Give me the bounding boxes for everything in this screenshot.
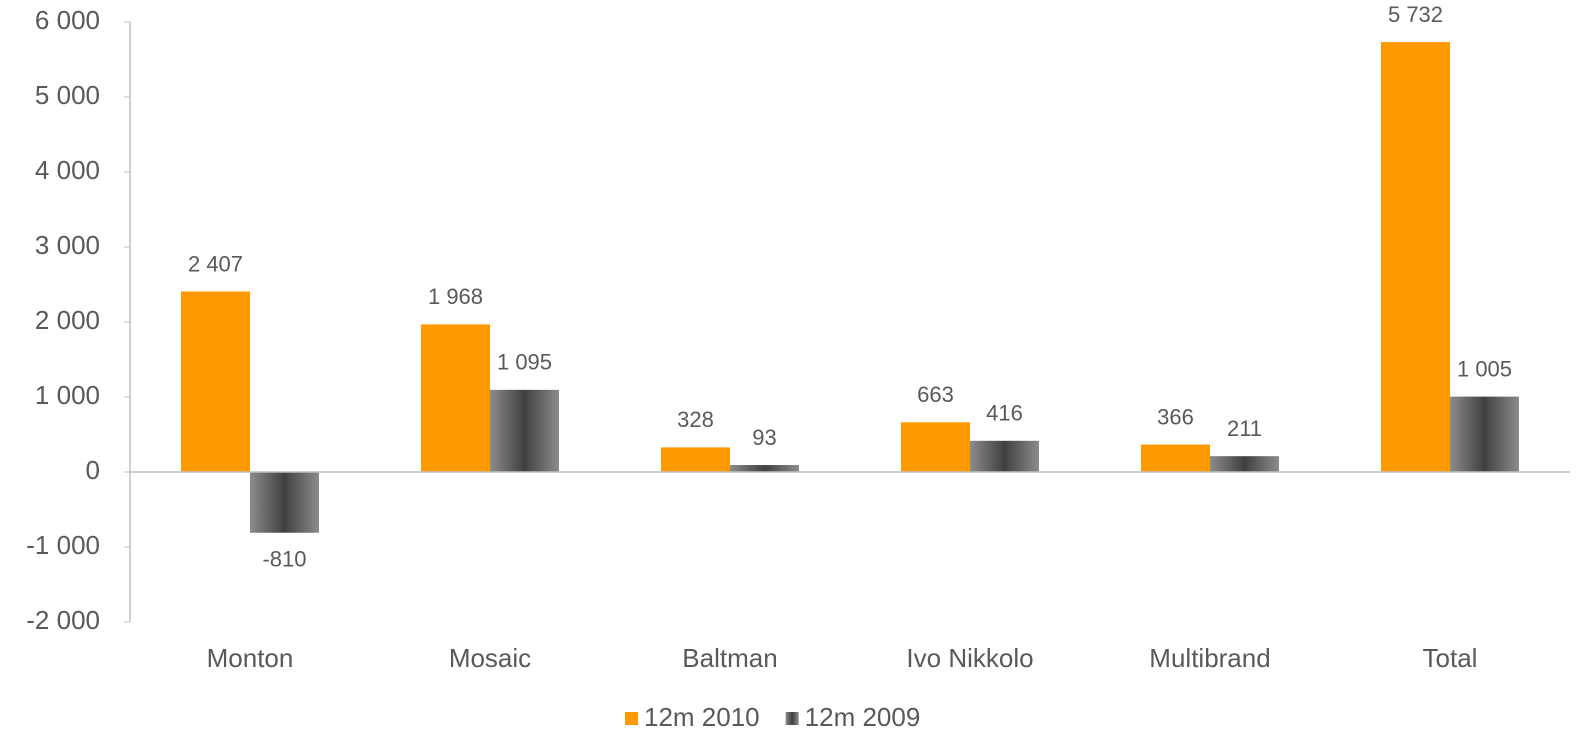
value-label: 663	[917, 382, 954, 407]
value-label: 211	[1227, 416, 1262, 441]
value-label: 93	[752, 425, 776, 450]
value-label: 1 005	[1457, 356, 1512, 381]
x-tick-label: Multibrand	[1149, 643, 1270, 673]
value-label: 328	[677, 407, 714, 432]
y-tick-label: 0	[86, 455, 100, 485]
bar	[901, 422, 970, 472]
legend-label: 12m 2010	[644, 702, 760, 732]
bar	[1141, 444, 1210, 472]
y-tick-label: 2 000	[35, 305, 100, 335]
value-label: 416	[986, 401, 1023, 426]
bar	[1210, 456, 1279, 472]
x-tick-label: Ivo Nikkolo	[906, 643, 1033, 673]
x-tick-label: Baltman	[682, 643, 777, 673]
y-tick-label: -2 000	[26, 605, 100, 635]
value-label: -810	[262, 547, 306, 572]
y-tick-label: 6 000	[35, 5, 100, 35]
y-tick-label: 3 000	[35, 230, 100, 260]
y-tick-label: -1 000	[26, 530, 100, 560]
bar	[1381, 42, 1450, 472]
bar	[730, 465, 799, 472]
x-tick-label: Monton	[207, 643, 294, 673]
bar	[661, 447, 730, 472]
legend-swatch	[625, 712, 638, 725]
bar	[250, 472, 319, 533]
legend-swatch	[785, 712, 799, 725]
value-label: 366	[1157, 404, 1194, 429]
value-label: 1 968	[428, 284, 483, 309]
value-label: 5 732	[1388, 2, 1443, 27]
value-label: 2 407	[188, 251, 243, 276]
x-tick-label: Mosaic	[449, 643, 531, 673]
bar	[1450, 396, 1519, 472]
y-tick-label: 1 000	[35, 380, 100, 410]
x-tick-label: Total	[1423, 643, 1478, 673]
value-label: 1 095	[497, 350, 552, 375]
bar	[490, 389, 559, 472]
y-tick-label: 4 000	[35, 155, 100, 185]
bar	[421, 324, 490, 472]
legend-label: 12m 2009	[805, 702, 921, 732]
bar	[181, 291, 250, 472]
y-tick-label: 5 000	[35, 80, 100, 110]
bar	[970, 440, 1039, 472]
